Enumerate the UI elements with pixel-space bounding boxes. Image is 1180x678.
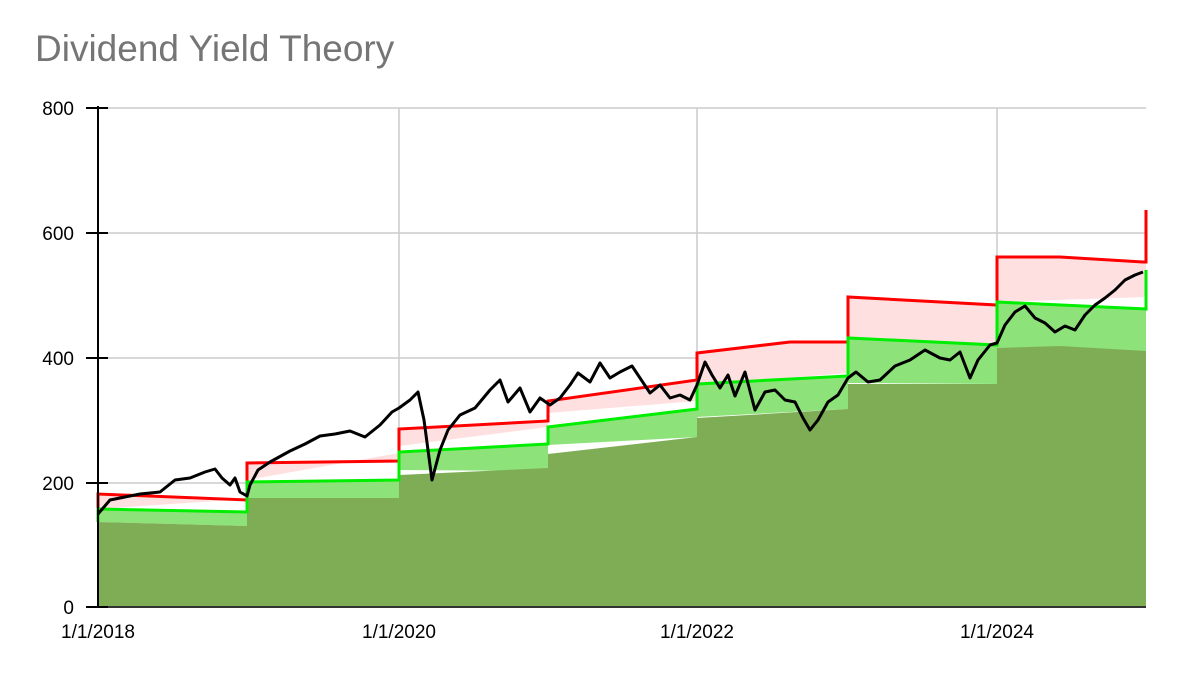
chart-title: Dividend Yield Theory xyxy=(35,28,395,69)
base-area xyxy=(98,346,1146,607)
x-axis-labels: 1/1/2018 1/1/2020 1/1/2022 1/1/2024 xyxy=(61,622,1034,643)
overvalued-line xyxy=(96,210,1148,512)
y-tick-label: 800 xyxy=(42,99,74,120)
y-tick-label: 400 xyxy=(42,349,74,370)
price-line xyxy=(96,270,1144,515)
x-tick-label: 1/1/2024 xyxy=(960,622,1034,643)
x-tick-label: 1/1/2018 xyxy=(61,622,135,643)
y-tick-label: 200 xyxy=(42,474,74,495)
axes xyxy=(86,106,1146,608)
y-tick-label: 600 xyxy=(42,224,74,245)
fair-band xyxy=(98,302,1146,526)
overvalued-band xyxy=(98,257,1146,509)
y-axis-labels: 800 600 400 200 0 xyxy=(42,99,74,619)
x-tick-label: 1/1/2020 xyxy=(362,622,436,643)
x-tick-label: 1/1/2022 xyxy=(660,622,734,643)
y-tick-label: 0 xyxy=(63,598,74,619)
